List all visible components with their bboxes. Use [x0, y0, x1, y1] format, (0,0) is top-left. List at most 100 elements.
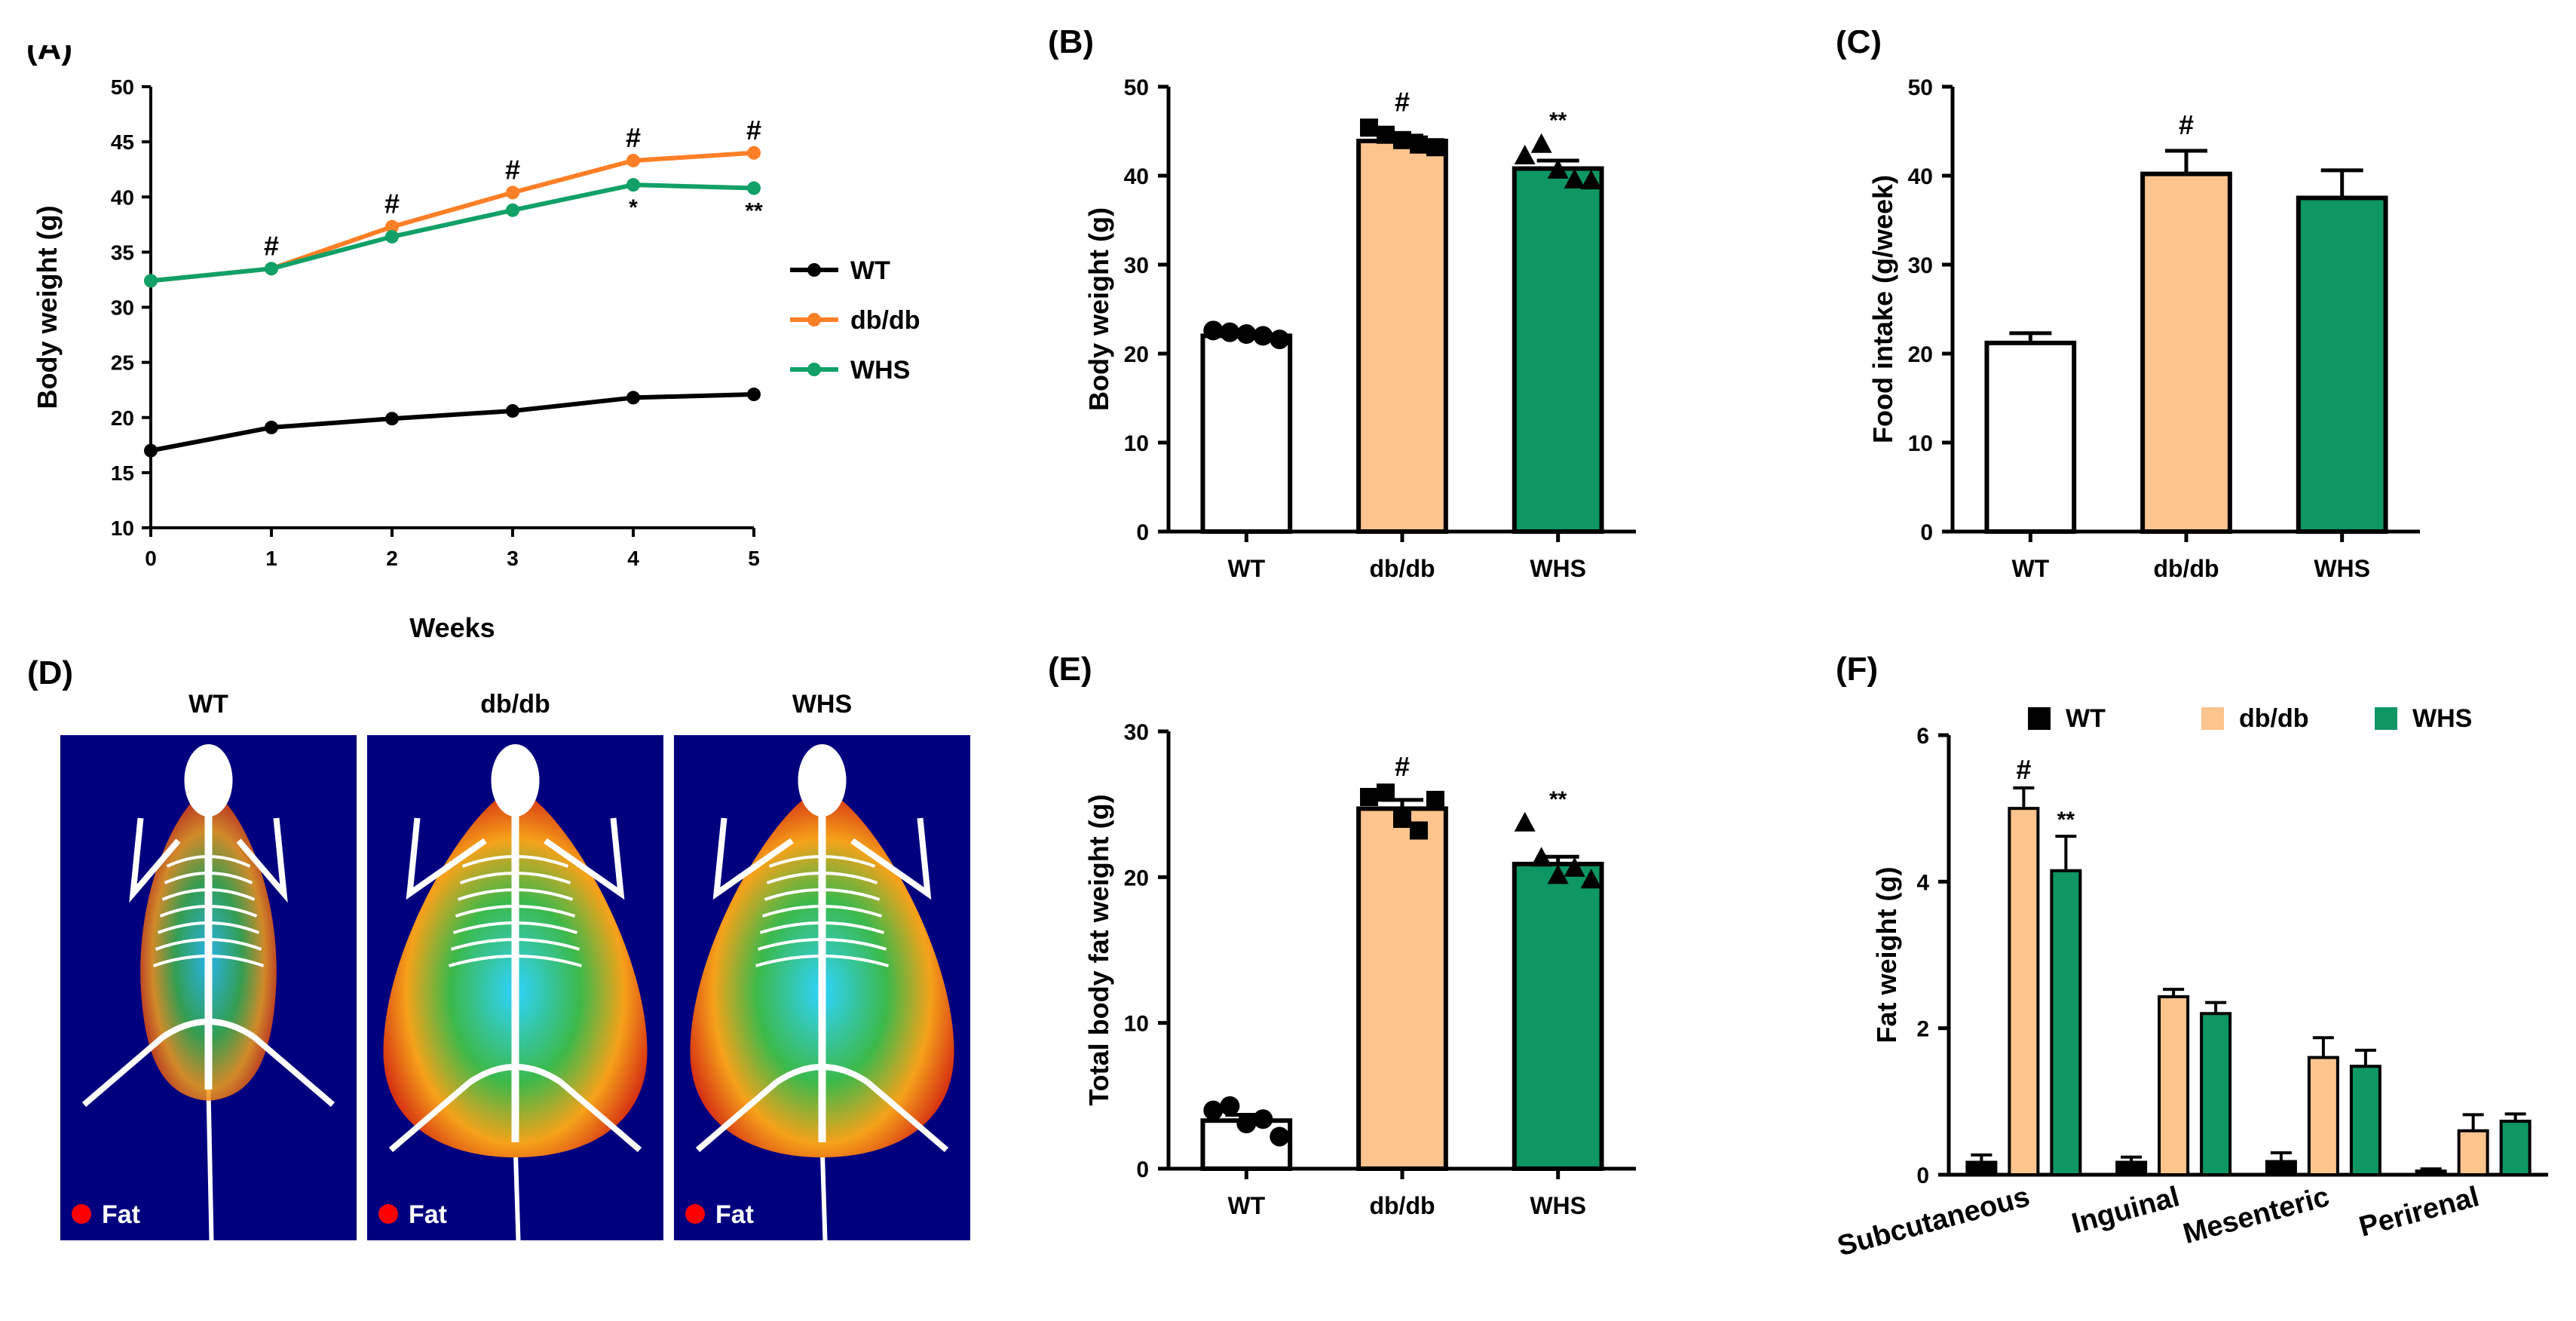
- panel-label: (B): [1048, 30, 1094, 60]
- significance-marker: #: [384, 188, 400, 219]
- hindlimb: [251, 1034, 335, 1108]
- ct-scan-image: Fat: [60, 735, 357, 1240]
- bar-WT: [2115, 1160, 2148, 1177]
- y-tick-label: 10: [1124, 1012, 1149, 1037]
- rib: [757, 938, 887, 951]
- scan-title: WHS: [792, 690, 853, 719]
- legend-marker: [807, 263, 821, 277]
- x-tick-label: WT: [2011, 555, 2049, 582]
- x-tick-label: 1: [265, 547, 277, 570]
- fat-legend-label: Fat: [409, 1200, 447, 1229]
- y-tick-label: 0: [1920, 520, 1933, 545]
- significance-marker: **: [2057, 808, 2075, 832]
- forelimb: [236, 817, 288, 903]
- data-point: [1514, 145, 1536, 165]
- data-point: [1377, 125, 1395, 144]
- data-point: [1220, 1096, 1240, 1116]
- data-point: [1270, 1126, 1290, 1147]
- bar-WT: [1200, 333, 1293, 534]
- x-tick-label: 4: [627, 547, 639, 570]
- bar-dbdb: [2008, 807, 2040, 1177]
- panel-f-grouped-bar-chart: (F) 0 2 4 6 Fat weight (g) Subcutaneous Inguin…: [1834, 651, 2548, 1262]
- legend-marker: [807, 313, 821, 326]
- panel-label: (F): [1836, 651, 1878, 688]
- data-point: [1203, 1100, 1224, 1120]
- bar-dbdb: [1356, 806, 1448, 1171]
- series-line-WHS: [150, 182, 755, 284]
- y-tick-label: 35: [111, 241, 134, 264]
- hindlimb: [388, 1079, 473, 1153]
- panel-label: (E): [1048, 651, 1092, 688]
- x-tick-label: 3: [507, 547, 519, 570]
- ct-scan-image: Fat: [674, 735, 970, 1240]
- bar-dbdb: [2158, 995, 2190, 1177]
- significance-marker: #: [626, 122, 641, 153]
- data-point: [265, 420, 278, 434]
- data-point: [1253, 326, 1273, 346]
- bar-WHS: [1512, 166, 1604, 534]
- series-line-WT: [150, 392, 755, 453]
- rib: [159, 905, 258, 918]
- rib: [755, 955, 890, 967]
- panel-label: (A): [26, 45, 72, 66]
- forelimb: [850, 817, 932, 900]
- hindlimb: [81, 1034, 166, 1108]
- forelimb: [129, 817, 181, 903]
- fat-legend-dot: [72, 1204, 91, 1224]
- significance-marker: #: [1395, 751, 1410, 782]
- y-tick-label: 6: [1916, 724, 1929, 749]
- data-point: [385, 229, 399, 244]
- rib: [452, 921, 578, 934]
- rib: [459, 872, 571, 884]
- x-tick-label: Mesenteric: [2180, 1181, 2333, 1250]
- data-point: [626, 153, 640, 167]
- significance-marker: #: [2179, 109, 2194, 140]
- rib: [766, 872, 878, 884]
- x-tick-label: Subcutaneous: [1834, 1181, 2033, 1262]
- y-tick-label: 2: [1916, 1017, 1929, 1042]
- data-point: [1564, 857, 1585, 877]
- data-point: [385, 412, 399, 426]
- forelimb: [406, 817, 487, 900]
- data-point: [1580, 170, 1602, 190]
- y-axis-title: Total body fat weight (g): [1083, 794, 1114, 1105]
- data-point: [1220, 322, 1240, 342]
- x-tick-label: WT: [1227, 555, 1265, 582]
- rib: [164, 872, 253, 884]
- significance-marker: #: [505, 154, 520, 185]
- bar-WHS: [2050, 869, 2082, 1176]
- data-point: [747, 146, 761, 160]
- data-point: [1236, 1114, 1257, 1134]
- legend-label: WT: [850, 256, 890, 285]
- scan-drawing: Fat: [72, 744, 335, 1240]
- bar-WHS: [2349, 1065, 2381, 1177]
- x-tick-label: WHS: [2314, 555, 2370, 582]
- data-point: [1393, 810, 1411, 828]
- y-tick-label: 40: [111, 185, 134, 209]
- rib: [152, 955, 265, 967]
- y-tick-label: 40: [1124, 164, 1149, 189]
- y-tick-label: 20: [1908, 342, 1933, 367]
- legend-label: db/db: [2239, 704, 2309, 733]
- forelimb: [544, 817, 625, 900]
- significance-marker: **: [745, 199, 763, 224]
- panel-label: (D): [27, 654, 74, 691]
- rib: [166, 855, 251, 868]
- y-tick-label: 50: [1908, 75, 1933, 100]
- data-point: [1393, 130, 1411, 149]
- data-point: [385, 219, 399, 234]
- fat-legend-label: Fat: [715, 1200, 754, 1229]
- x-tick-label: 5: [748, 547, 760, 570]
- panel-c-bar-chart: (C) 0 10 20 30 40 50 Food intake (g/week) WT db/…: [1836, 30, 2420, 582]
- y-tick-label: 0: [1136, 1157, 1149, 1182]
- data-point: [1564, 168, 1585, 188]
- significance-marker: #: [264, 230, 279, 261]
- pelvis: [775, 1064, 869, 1085]
- significance-marker: **: [1549, 109, 1567, 133]
- y-tick-label: 20: [1124, 342, 1149, 367]
- legend-label: WHS: [850, 356, 910, 385]
- y-tick-label: 30: [111, 296, 134, 320]
- data-point: [1253, 1109, 1273, 1129]
